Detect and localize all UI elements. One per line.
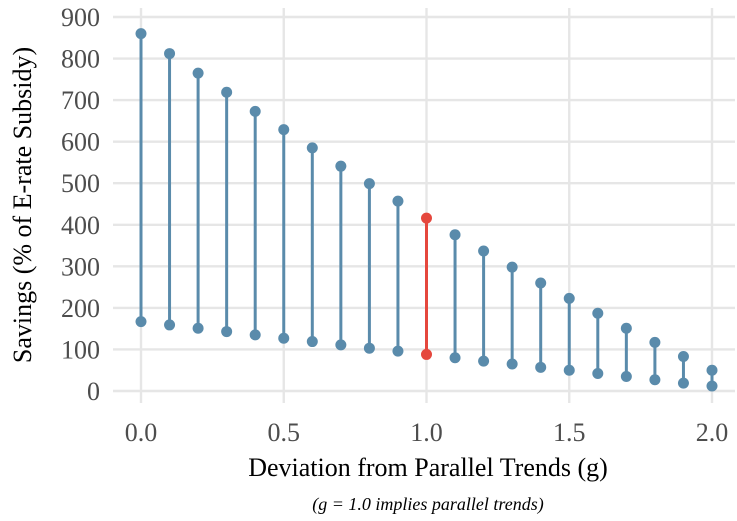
dumbbell: [221, 86, 233, 338]
x-tick-label: 2.0: [696, 418, 729, 447]
dumbbell: [677, 351, 689, 389]
upper-point: [278, 124, 290, 136]
y-tick-label: 600: [61, 128, 100, 157]
chart-caption: (g = 1.0 implies parallel trends): [312, 494, 543, 515]
upper-point: [249, 105, 261, 117]
lower-point: [620, 370, 632, 382]
lower-point: [335, 339, 347, 351]
upper-point: [620, 322, 632, 334]
lower-point: [592, 368, 604, 380]
x-tick-label: 0.0: [125, 418, 158, 447]
dumbbell: [249, 105, 261, 341]
upper-point: [592, 307, 604, 319]
dumbbell: [392, 195, 404, 357]
dumbbell: [192, 67, 204, 334]
upper-point: [363, 178, 375, 190]
dumbbell: [649, 336, 661, 386]
dumbbell: [506, 261, 518, 370]
upper-point: [449, 229, 461, 241]
upper-point: [535, 277, 547, 289]
x-tick-label: 1.0: [410, 418, 443, 447]
lower-point: [221, 326, 233, 338]
y-tick-label: 100: [61, 335, 100, 364]
lower-point: [563, 364, 575, 376]
upper-point: [649, 336, 661, 348]
upper-point: [192, 67, 204, 79]
lower-point: [478, 355, 490, 367]
lower-point: [677, 377, 689, 389]
upper-point: [421, 212, 432, 224]
y-tick-label: 200: [61, 294, 100, 323]
y-tick-label: 800: [61, 45, 100, 74]
lower-point: [249, 329, 261, 341]
y-tick-label: 0: [87, 377, 100, 406]
upper-point: [563, 292, 575, 304]
upper-point: [221, 86, 233, 98]
upper-point: [164, 48, 176, 60]
x-axis-tick-labels: 0.0 0.5 1.0 1.5 2.0: [125, 418, 729, 447]
chart-marks: [135, 28, 718, 392]
lower-point: [649, 374, 661, 386]
dumbbell: [135, 28, 147, 328]
upper-point: [135, 28, 147, 40]
upper-point: [506, 261, 518, 273]
grid: [113, 8, 735, 403]
lower-point: [392, 345, 404, 357]
x-axis-title: Deviation from Parallel Trends (g): [248, 453, 608, 482]
dumbbell: [278, 124, 290, 344]
dumbbell: [335, 160, 347, 351]
y-tick-label: 400: [61, 211, 100, 240]
lower-point: [421, 348, 432, 360]
dumbbell: [563, 292, 575, 376]
y-tick-label: 900: [61, 3, 100, 32]
y-tick-label: 500: [61, 169, 100, 198]
dumbbell: [449, 229, 461, 364]
lower-point: [164, 319, 176, 331]
upper-point: [335, 160, 347, 172]
dumbbell: [620, 322, 632, 382]
dumbbell-highlight: [421, 212, 432, 360]
lower-point: [706, 380, 718, 392]
lower-point: [192, 322, 204, 334]
x-tick-label: 0.5: [268, 418, 301, 447]
dumbbell: [306, 142, 318, 348]
lower-point: [306, 336, 318, 348]
lower-point: [535, 361, 547, 373]
upper-point: [306, 142, 318, 154]
lower-point: [278, 332, 290, 344]
dumbbell: [592, 307, 604, 380]
dumbbell: [478, 245, 490, 367]
upper-point: [677, 351, 689, 363]
lower-point: [135, 316, 147, 328]
upper-point: [392, 195, 404, 207]
y-tick-label: 300: [61, 252, 100, 281]
upper-point: [478, 245, 490, 257]
upper-point: [706, 364, 718, 376]
y-axis-title: Savings (% of E-rate Subsidy): [8, 47, 37, 363]
dumbbell: [535, 277, 547, 373]
dumbbell: [363, 178, 375, 354]
dumbbell: [164, 48, 176, 331]
y-tick-label: 700: [61, 86, 100, 115]
dumbbell: [706, 364, 718, 392]
lower-point: [363, 342, 375, 354]
y-axis-tick-labels: 0 100 200 300 400 500 600 700 800 900: [61, 3, 100, 406]
lower-point: [506, 358, 518, 370]
lower-point: [449, 352, 461, 364]
x-tick-label: 1.5: [553, 418, 586, 447]
